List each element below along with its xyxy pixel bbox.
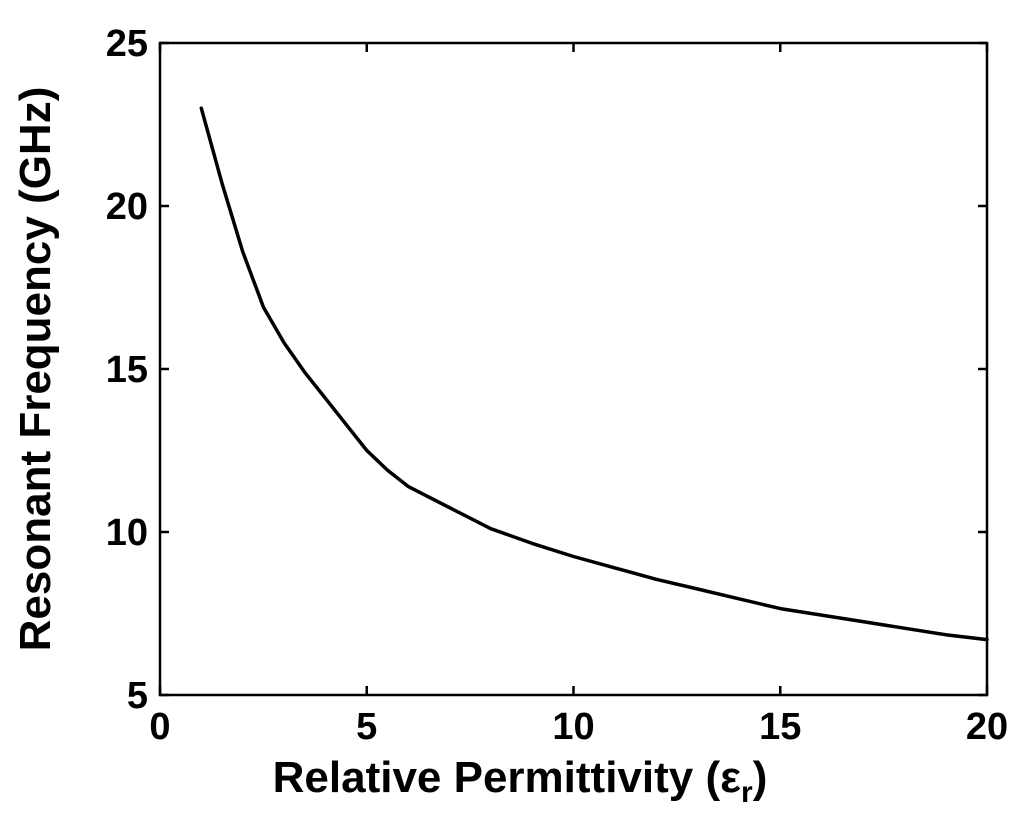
y-tick-label-4: 25 [106, 23, 148, 65]
x-axis-label-subscript: r [741, 776, 753, 809]
y-tick-label-1: 10 [106, 512, 148, 554]
y-tick-label-2: 15 [106, 349, 148, 391]
ticks [158, 41, 989, 697]
x-axis-label-close: ) [753, 753, 768, 802]
series-line [199, 106, 989, 642]
x-axis-label-main: Relative Permittivity (ε [273, 753, 741, 802]
y-tick-label-0: 5 [127, 675, 148, 717]
y-axis-label: Resonant Frequency (GHz) [11, 87, 60, 652]
plot-area [158, 41, 989, 697]
x-tick-label-1: 5 [356, 706, 377, 748]
x-axis-label: Relative Permittivity (εr) [273, 753, 768, 809]
x-tick-label-2: 10 [552, 706, 594, 748]
x-tick-label-0: 0 [149, 706, 170, 748]
y-tick-label-3: 20 [106, 186, 148, 228]
x-tick-label-3: 15 [759, 706, 801, 748]
x-tick-label-4: 20 [966, 706, 1008, 748]
